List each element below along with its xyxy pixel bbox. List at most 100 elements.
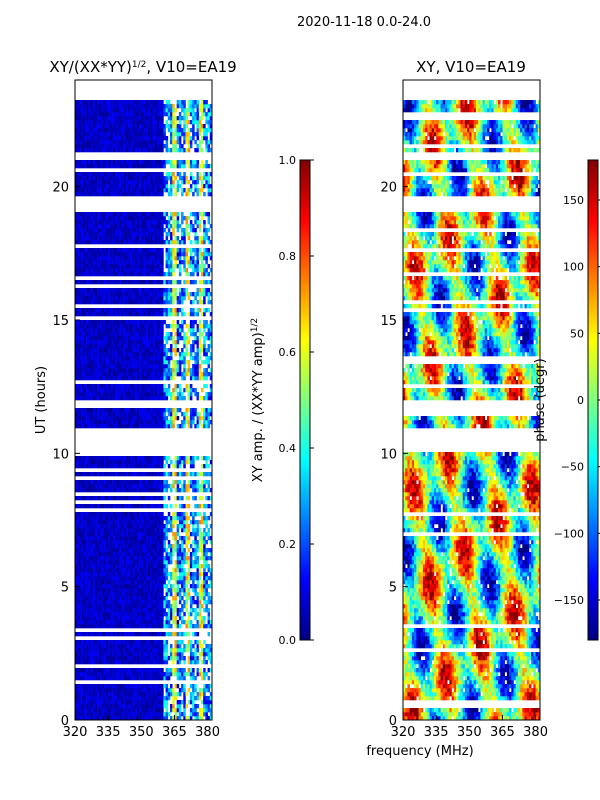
heatmap-cell bbox=[194, 364, 197, 369]
heatmap-cell bbox=[167, 324, 171, 329]
heatmap-cell bbox=[103, 288, 107, 293]
heatmap-cell bbox=[174, 560, 177, 565]
heatmap-cell bbox=[139, 600, 142, 605]
heatmap-cell bbox=[132, 652, 135, 657]
heatmap-cell bbox=[83, 368, 87, 373]
heatmap-cell bbox=[158, 320, 162, 325]
heatmap-cell bbox=[88, 524, 91, 529]
heatmap-cell bbox=[141, 344, 144, 349]
heatmap-cell bbox=[103, 352, 107, 357]
heatmap-cell bbox=[167, 360, 171, 365]
heatmap-cell bbox=[139, 616, 142, 621]
heatmap-cell bbox=[108, 272, 111, 277]
heatmap-cell bbox=[174, 616, 177, 621]
heatmap-cell bbox=[139, 644, 142, 649]
heatmap-cell bbox=[163, 536, 166, 541]
heatmap-cell bbox=[176, 516, 180, 521]
heatmap-cell bbox=[94, 424, 98, 429]
heatmap-cell bbox=[92, 464, 96, 469]
heatmap-cell bbox=[75, 488, 78, 493]
heatmap-cell bbox=[185, 528, 188, 533]
heatmap-cell bbox=[158, 376, 162, 381]
heatmap-cell bbox=[83, 288, 87, 293]
heatmap-cell bbox=[92, 604, 96, 609]
heatmap-cell bbox=[152, 344, 155, 349]
heatmap-cell bbox=[181, 520, 184, 525]
heatmap-cell bbox=[105, 660, 109, 665]
heatmap-cell bbox=[121, 360, 124, 365]
heatmap-cell bbox=[114, 372, 118, 377]
heatmap-cell bbox=[123, 420, 127, 425]
heatmap-cell bbox=[112, 324, 116, 329]
heatmap-cell bbox=[125, 496, 129, 501]
heatmap-cell bbox=[189, 348, 193, 353]
heatmap-cell bbox=[139, 544, 142, 549]
heatmap-cell bbox=[152, 408, 155, 413]
heatmap-cell bbox=[77, 536, 80, 541]
heatmap-cell bbox=[79, 652, 82, 657]
heatmap-cell bbox=[170, 552, 173, 557]
heatmap-cell bbox=[205, 376, 208, 381]
heatmap-cell bbox=[178, 388, 182, 393]
heatmap-cell bbox=[75, 360, 78, 365]
heatmap-cell bbox=[136, 272, 140, 277]
heatmap-cell bbox=[161, 648, 164, 653]
heatmap-cell bbox=[141, 592, 144, 597]
heatmap-cell bbox=[83, 676, 87, 681]
heatmap-cell bbox=[141, 604, 144, 609]
heatmap-cell bbox=[147, 484, 151, 489]
heatmap-cell bbox=[112, 504, 116, 509]
heatmap-cell bbox=[154, 556, 158, 561]
heatmap-cell bbox=[86, 352, 89, 357]
heatmap-cell bbox=[77, 532, 80, 537]
heatmap-cell bbox=[116, 700, 120, 705]
heatmap-cell bbox=[152, 716, 155, 720]
heatmap-cell bbox=[134, 504, 138, 509]
heatmap-cell bbox=[110, 564, 113, 569]
heatmap-cell bbox=[141, 424, 144, 429]
heatmap-cell bbox=[77, 324, 80, 329]
heatmap-cell bbox=[125, 684, 129, 689]
heatmap-cell bbox=[170, 624, 173, 629]
heatmap-cell bbox=[79, 296, 82, 301]
heatmap-cell bbox=[121, 332, 124, 337]
heatmap-cell bbox=[147, 580, 151, 585]
heatmap-cell bbox=[77, 344, 80, 349]
heatmap-cell bbox=[97, 488, 100, 493]
heatmap-cell bbox=[167, 612, 171, 617]
heatmap-cell bbox=[181, 392, 184, 397]
heatmap-cell bbox=[134, 568, 138, 573]
heatmap-cell bbox=[172, 480, 175, 485]
heatmap-cell bbox=[105, 716, 109, 720]
heatmap-cell bbox=[207, 392, 211, 397]
heatmap-cell bbox=[121, 572, 124, 577]
heatmap-cell bbox=[90, 648, 93, 653]
heatmap-cell bbox=[90, 424, 93, 429]
heatmap-cell bbox=[200, 584, 204, 589]
heatmap-cell bbox=[163, 408, 166, 413]
heatmap-cell bbox=[103, 324, 107, 329]
heatmap-cell bbox=[125, 692, 129, 697]
heatmap-cell bbox=[119, 660, 122, 665]
heatmap-cell bbox=[205, 472, 208, 477]
heatmap-cell bbox=[75, 544, 78, 549]
heatmap-cell bbox=[200, 532, 204, 537]
heatmap-cell bbox=[209, 512, 212, 517]
heatmap-cell bbox=[183, 456, 186, 461]
heatmap-cell bbox=[81, 596, 85, 601]
heatmap-cell bbox=[99, 524, 102, 529]
heatmap-cell bbox=[79, 396, 82, 401]
heatmap-cell bbox=[86, 692, 89, 697]
heatmap-cell bbox=[77, 560, 80, 565]
heatmap-cell bbox=[161, 488, 164, 493]
heatmap-cell bbox=[187, 716, 191, 720]
heatmap-cell bbox=[181, 656, 184, 661]
heatmap-cell bbox=[139, 696, 142, 701]
heatmap-cell bbox=[158, 684, 162, 689]
heatmap-cell bbox=[187, 504, 191, 509]
heatmap-cell bbox=[101, 352, 105, 357]
heatmap-cell bbox=[203, 696, 206, 701]
heatmap-cell bbox=[132, 608, 135, 613]
heatmap-cell bbox=[189, 420, 193, 425]
heatmap-cell bbox=[97, 632, 100, 637]
